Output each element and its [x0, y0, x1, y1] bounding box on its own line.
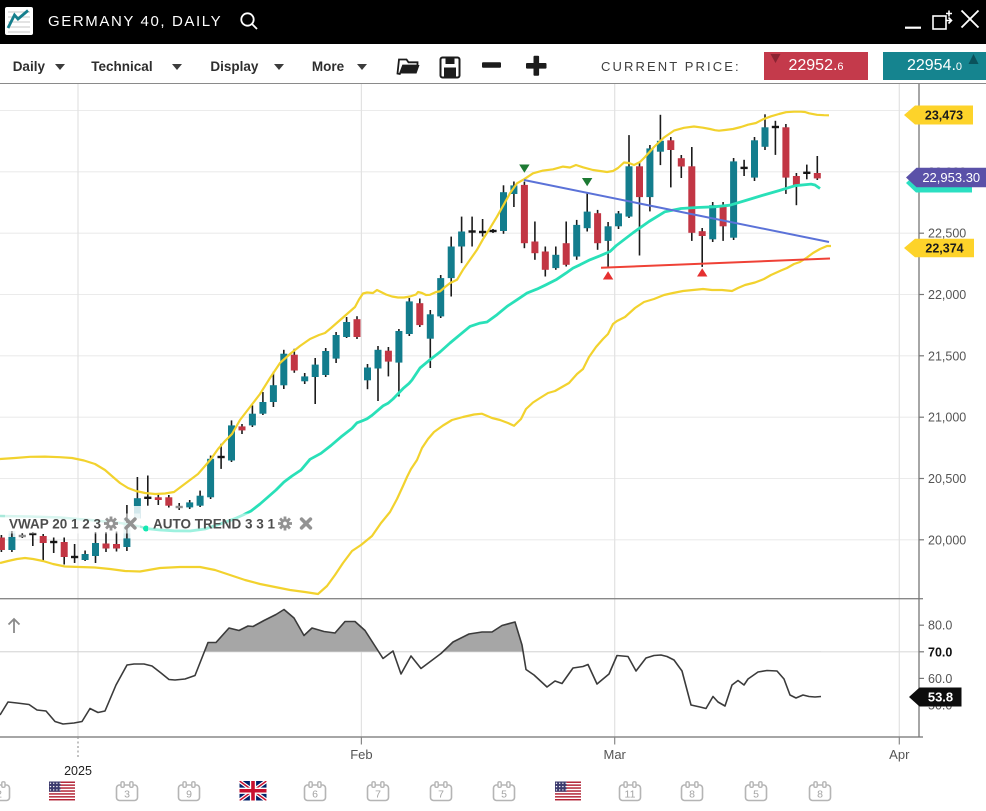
svg-text:Mar: Mar	[604, 747, 627, 762]
svg-text:8: 8	[689, 789, 695, 801]
svg-text:9: 9	[186, 789, 192, 801]
svg-text:AUTO TREND 3 3 1: AUTO TREND 3 3 1	[153, 517, 276, 532]
svg-text:2025: 2025	[64, 764, 92, 778]
svg-text:53.8: 53.8	[928, 689, 953, 704]
svg-text:3: 3	[124, 789, 130, 801]
svg-text:11: 11	[625, 789, 636, 801]
svg-text:22,374: 22,374	[925, 241, 963, 255]
svg-text:5: 5	[753, 789, 759, 801]
svg-text:5: 5	[501, 789, 507, 801]
svg-text:22,500: 22,500	[928, 227, 966, 241]
svg-text:22,953.30: 22,953.30	[922, 170, 980, 185]
svg-text:23,473: 23,473	[925, 108, 963, 122]
svg-text:22,000: 22,000	[928, 288, 966, 302]
svg-text:20,500: 20,500	[928, 472, 966, 486]
svg-text:2: 2	[0, 789, 2, 801]
svg-text:60.0: 60.0	[928, 672, 952, 686]
svg-text:8: 8	[817, 789, 823, 801]
svg-text:7: 7	[375, 789, 381, 801]
svg-text:6: 6	[312, 789, 318, 801]
svg-text:7: 7	[438, 789, 444, 801]
svg-text:20,000: 20,000	[928, 533, 966, 547]
svg-text:80.0: 80.0	[928, 619, 952, 633]
svg-text:Feb: Feb	[350, 747, 372, 762]
svg-text:21,000: 21,000	[928, 411, 966, 425]
svg-text:21,500: 21,500	[928, 349, 966, 363]
svg-text:VWAP 20 1 2 3: VWAP 20 1 2 3	[9, 517, 102, 532]
svg-text:70.0: 70.0	[928, 645, 952, 659]
svg-text:Apr: Apr	[889, 747, 910, 762]
